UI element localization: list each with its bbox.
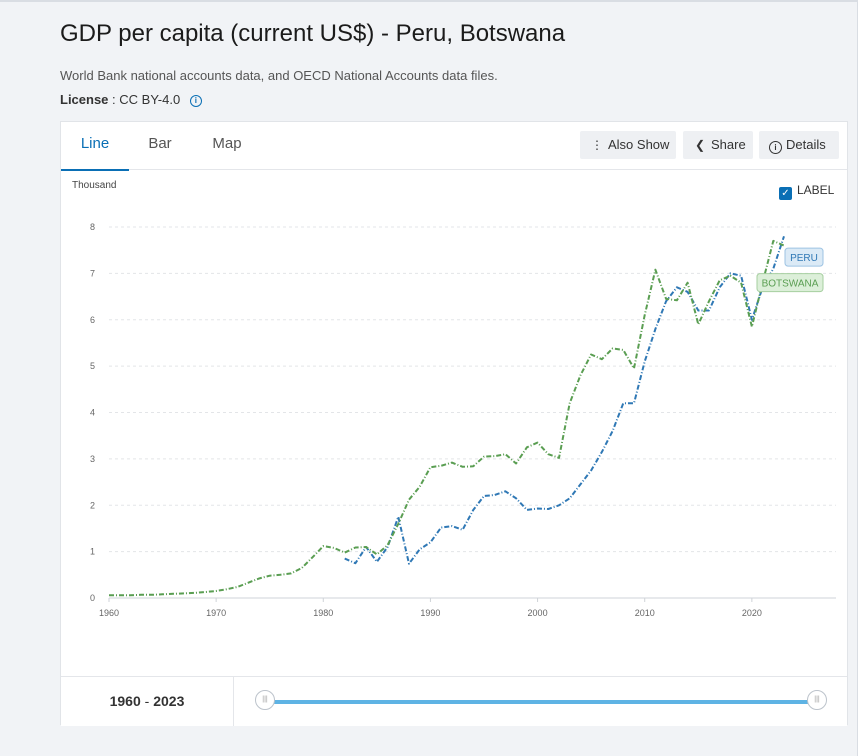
x-ticks: 1960 1970 1980 1990 2000 2010 2020: [99, 598, 762, 618]
range-bar: 1960 - 2023 ||| |||: [61, 676, 847, 726]
year-range: 1960 - 2023: [61, 677, 234, 726]
share-icon: ❮: [694, 138, 706, 152]
details-button[interactable]: i Details: [759, 131, 839, 159]
chart-tabs: Line Bar Map ⋮ Also Show ❮ Share i Details: [61, 122, 847, 171]
chart-card: Line Bar Map ⋮ Also Show ❮ Share i Details …: [60, 121, 848, 726]
range-handle-start[interactable]: |||: [255, 690, 275, 710]
series-label-botswana: BOTSWANA: [756, 273, 824, 293]
y-tick-label: 6: [90, 315, 95, 325]
range-start: 1960: [109, 693, 141, 709]
y-tick-label: 1: [90, 547, 95, 557]
x-tick-label: 1970: [206, 608, 226, 618]
series-label-text: PERU: [790, 253, 818, 264]
line-chart: Thousand 0 1 2 3 4 5 6 7 8 1960 1970 1980 1990 2000 2…: [72, 180, 836, 618]
share-label: Share: [711, 137, 746, 152]
source-text: World Bank national accounts data, and O…: [60, 68, 498, 83]
share-button[interactable]: ❮ Share: [683, 131, 753, 159]
x-tick-label: 2020: [742, 608, 762, 618]
details-label: Details: [786, 137, 826, 152]
license-label: License: [60, 92, 109, 107]
tab-line[interactable]: Line: [61, 122, 129, 171]
series-labels: PERU BOTSWANA: [756, 247, 824, 293]
y-tick-label: 2: [90, 500, 95, 510]
info-icon[interactable]: i: [189, 95, 202, 107]
page-title: GDP per capita (current US$) - Peru, Bot…: [60, 20, 566, 47]
details-info-icon: i: [769, 141, 782, 154]
label-toggle[interactable]: ✓ LABEL: [779, 183, 834, 200]
range-end: 2023: [153, 693, 185, 709]
y-ticks: 0 1 2 3 4 5 6 7 8: [90, 222, 95, 603]
x-tick-label: 2010: [635, 608, 655, 618]
also-show-button[interactable]: ⋮ Also Show: [580, 131, 676, 159]
tab-bar[interactable]: Bar: [148, 135, 172, 152]
y-tick-label: 5: [90, 361, 95, 371]
range-handle-end[interactable]: |||: [807, 690, 827, 710]
unit-label: Thousand: [72, 180, 116, 191]
series-lines: [109, 235, 785, 597]
grid: [109, 226, 836, 599]
x-tick-label: 1980: [313, 608, 333, 618]
range-slider-track[interactable]: [273, 700, 819, 704]
x-tick-label: 1960: [99, 608, 119, 618]
tab-map[interactable]: Map: [212, 135, 242, 152]
license-value: : CC BY-4.0: [112, 92, 181, 107]
y-tick-label: 8: [90, 222, 95, 232]
series-label-box: [756, 273, 824, 293]
series-line-botswana[interactable]: [109, 239, 785, 597]
top-border: [0, 0, 858, 2]
x-tick-label: 1990: [420, 608, 440, 618]
checkbox-checked-icon[interactable]: ✓: [779, 187, 792, 200]
y-tick-label: 3: [90, 454, 95, 464]
series-line-peru[interactable]: [344, 235, 785, 565]
series-label-box: [784, 247, 824, 267]
y-tick-label: 7: [90, 268, 95, 278]
also-show-label: Also Show: [608, 137, 670, 152]
license-line: License : CC BY-4.0 i: [60, 92, 202, 107]
x-tick-label: 2000: [528, 608, 548, 618]
range-sep: -: [140, 693, 154, 709]
series-label-peru: PERU: [784, 247, 824, 267]
y-tick-label: 0: [90, 593, 95, 603]
y-tick-label: 4: [90, 408, 95, 418]
series-label-text: BOTSWANA: [762, 279, 819, 290]
more-vertical-icon: ⋮: [591, 138, 603, 152]
label-toggle-text: LABEL: [797, 183, 835, 197]
